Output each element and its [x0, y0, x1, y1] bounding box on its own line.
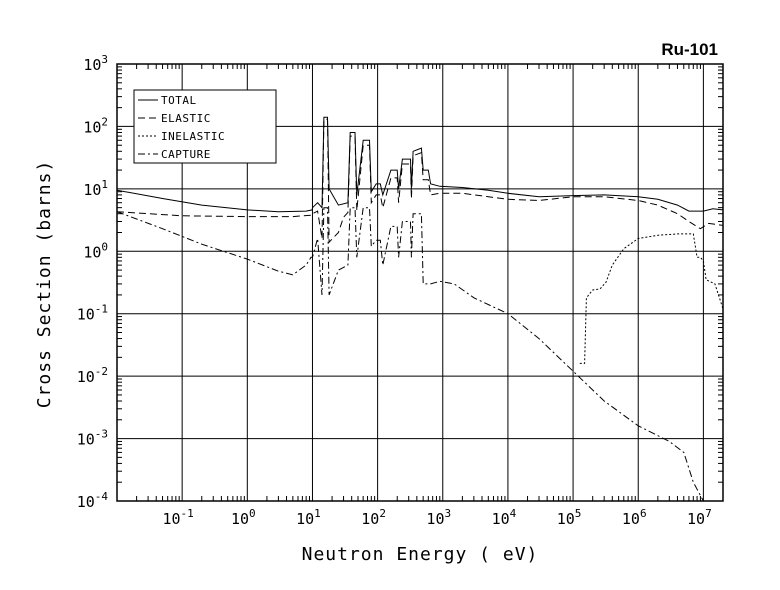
x-tick-label: 103 [426, 507, 451, 528]
y-tick-label: 103 [83, 53, 108, 74]
x-tick-label: 106 [622, 507, 647, 528]
x-tick-label: 102 [361, 507, 386, 528]
legend-box [133, 89, 277, 164]
x-tick-label: 105 [557, 507, 582, 528]
series-lines [117, 116, 723, 501]
legend-label-elastic: ELASTIC [161, 112, 211, 125]
y-tick-label: 100 [83, 240, 108, 261]
series-total-line [117, 116, 723, 213]
series-inelastic-line [579, 233, 723, 364]
y-tick-label: 10-1 [77, 303, 108, 324]
y-tick-label: 101 [83, 178, 108, 199]
x-axis-label: Neutron Energy ( eV) [302, 544, 539, 565]
y-tick-labels: 103 102 101 100 10-1 10-2 10-3 10-4 [77, 53, 109, 511]
x-tick-label: 101 [296, 507, 321, 528]
x-tick-label: 104 [492, 507, 517, 528]
legend-label-capture: CAPTURE [161, 148, 211, 161]
y-tick-label: 10-4 [77, 490, 109, 511]
y-axis-label: Cross Section (barns) [34, 160, 55, 409]
y-tick-label: 102 [83, 115, 108, 136]
legend: TOTAL ELASTIC INELASTIC CAPTURE [133, 89, 277, 164]
y-tick-label: 10-2 [77, 365, 108, 386]
legend-label-total: TOTAL [161, 94, 197, 107]
y-tick-label: 10-3 [77, 428, 108, 449]
series-capture-line [117, 207, 707, 501]
series-elastic-line [117, 118, 723, 244]
x-tick-labels: 10-1 100 101 102 103 104 105 106 107 [162, 507, 711, 528]
plot-frame [116, 63, 724, 502]
chart-title: Ru-101 [661, 40, 718, 59]
x-tick-label: 107 [687, 507, 712, 528]
legend-label-inelastic: INELASTIC [161, 130, 225, 143]
x-tick-label: 100 [231, 507, 256, 528]
x-tick-label: 10-1 [162, 507, 193, 528]
